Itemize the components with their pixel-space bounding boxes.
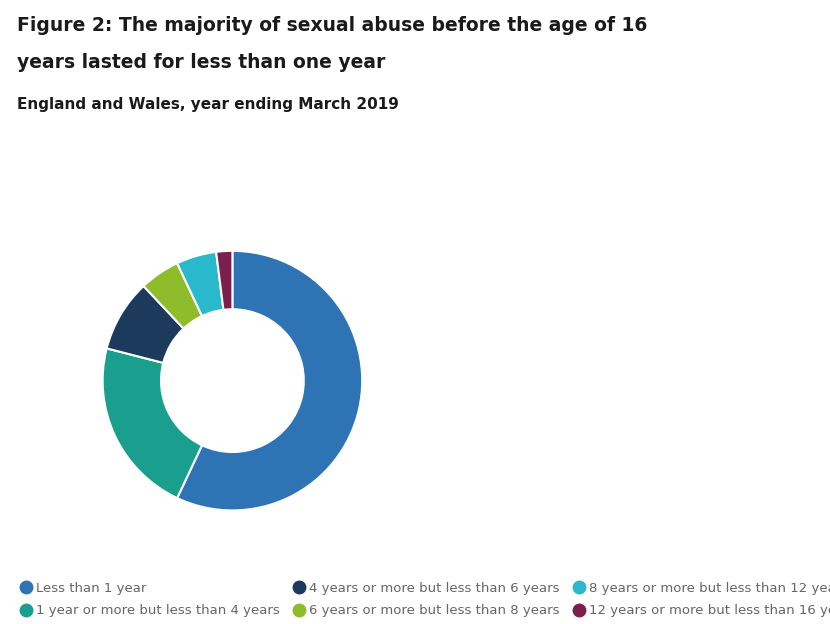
Wedge shape — [177, 252, 223, 316]
Legend: Less than 1 year, 1 year or more but less than 4 years, 4 years or more but less: Less than 1 year, 1 year or more but les… — [23, 582, 830, 617]
Text: years lasted for less than one year: years lasted for less than one year — [17, 53, 385, 72]
Wedge shape — [144, 263, 202, 329]
Wedge shape — [216, 251, 232, 310]
Text: England and Wales, year ending March 2019: England and Wales, year ending March 201… — [17, 97, 398, 112]
Wedge shape — [177, 251, 362, 510]
Text: Figure 2: The majority of sexual abuse before the age of 16: Figure 2: The majority of sexual abuse b… — [17, 16, 647, 34]
Wedge shape — [107, 286, 183, 363]
Wedge shape — [103, 348, 202, 498]
